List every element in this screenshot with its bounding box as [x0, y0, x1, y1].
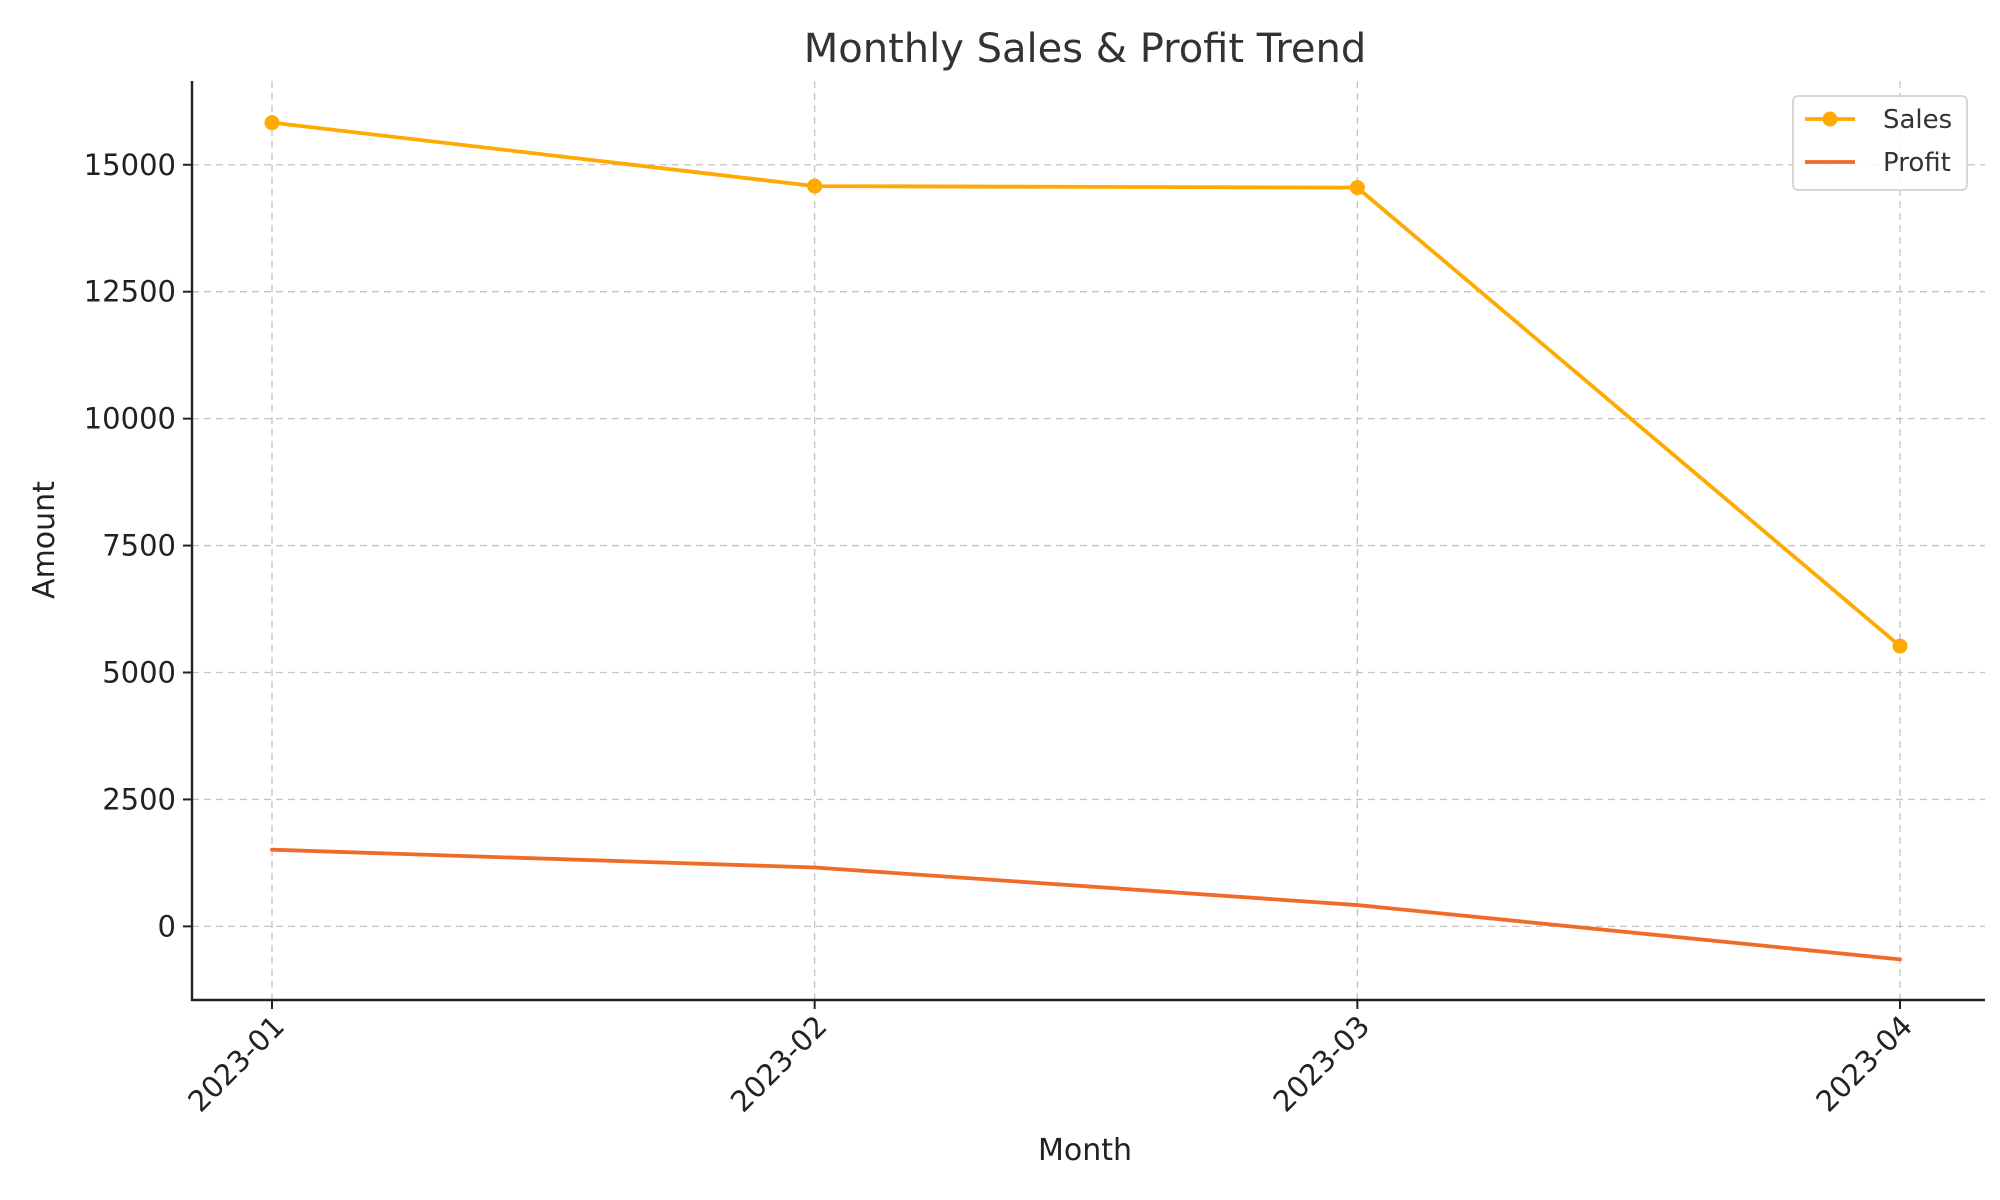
y-tick-label: 0 [158, 909, 176, 943]
series-layer [264, 115, 1908, 962]
x-tick-label: 2023-04 [1809, 1009, 1919, 1119]
profit-line [270, 847, 1902, 962]
legend-label-sales: Sales [1883, 105, 1952, 135]
profit-series [270, 847, 1902, 962]
y-tick-label: 12500 [84, 275, 176, 309]
sales-point [264, 115, 280, 131]
y-tick-label: 10000 [84, 402, 176, 436]
y-tick-label: 2500 [102, 782, 176, 816]
y-axis-ticks: 0 2500 5000 7500 10000 12500 15000 [84, 148, 192, 943]
grid [192, 81, 1985, 1000]
sales-line [270, 120, 1902, 649]
legend: Sales Profit [1792, 95, 1968, 191]
x-axis-ticks: 2023-01 2023-02 2023-03 2023-04 [181, 1000, 1919, 1119]
legend-marker-sales [1822, 111, 1838, 127]
sales-series [264, 115, 1908, 654]
chart-title: Monthly Sales & Profit Trend [804, 26, 1366, 72]
legend-label-profit: Profit [1883, 148, 1951, 178]
axes [190, 81, 1985, 1002]
y-axis-label: Amount [27, 481, 62, 599]
x-tick-label: 2023-01 [181, 1009, 291, 1119]
sales-point [1349, 180, 1365, 196]
x-tick-label: 2023-03 [1267, 1009, 1377, 1119]
x-tick-label: 2023-02 [724, 1009, 834, 1119]
y-tick-label: 5000 [102, 656, 176, 690]
y-tick-label: 15000 [84, 148, 176, 182]
sales-point [807, 178, 823, 194]
x-axis-label: Month [1038, 1133, 1132, 1168]
y-tick-label: 7500 [102, 529, 176, 563]
sales-point [1892, 638, 1908, 654]
